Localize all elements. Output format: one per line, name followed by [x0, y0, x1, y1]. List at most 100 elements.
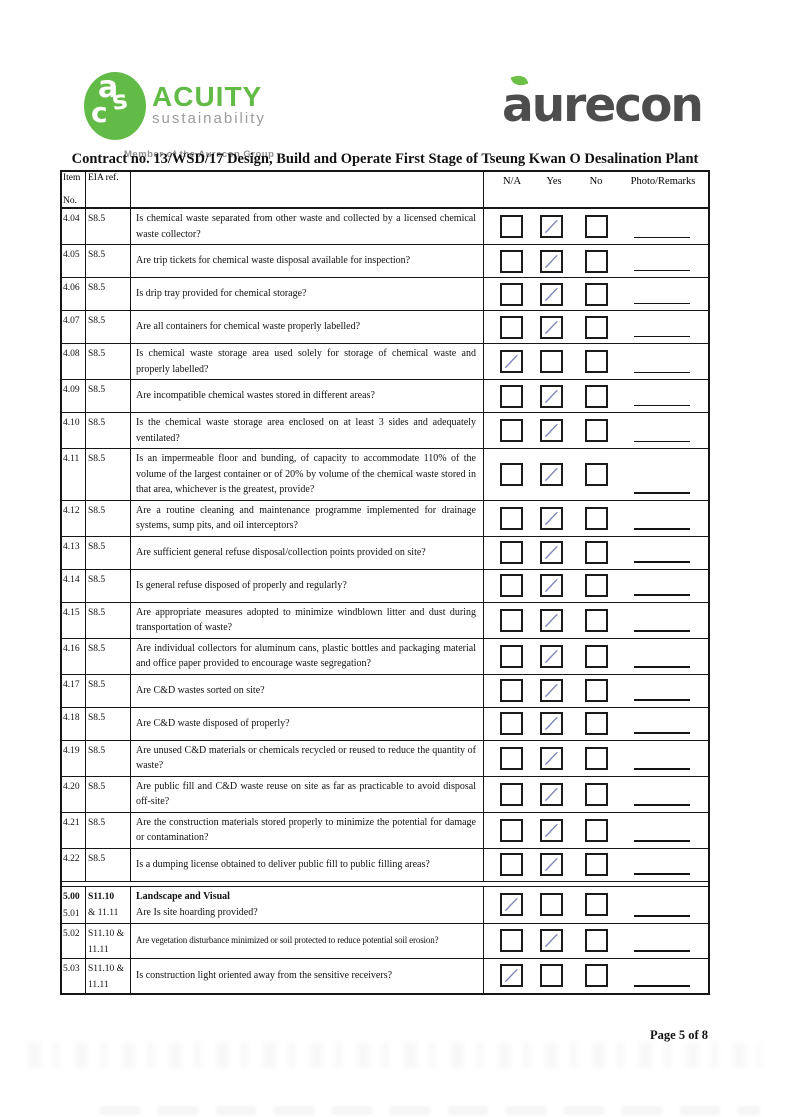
- no-checkbox[interactable]: [585, 964, 608, 987]
- item-no-cell: 4.19: [62, 740, 86, 776]
- remarks-line: [634, 666, 690, 668]
- yes-checkbox[interactable]: [540, 282, 563, 306]
- na-checkbox[interactable]: [500, 818, 523, 842]
- no-checkbox[interactable]: [585, 384, 608, 408]
- yes-checkbox[interactable]: [540, 462, 563, 486]
- na-checkbox[interactable]: [500, 929, 523, 952]
- no-checkbox[interactable]: [585, 929, 608, 952]
- no-checkbox[interactable]: [585, 574, 608, 597]
- no-checkbox[interactable]: [585, 315, 608, 339]
- na-checkbox[interactable]: [500, 249, 523, 273]
- no-checkbox[interactable]: [585, 541, 608, 564]
- na-checkbox[interactable]: [500, 419, 523, 442]
- yes-checkbox[interactable]: [540, 215, 563, 238]
- na-checkbox[interactable]: [500, 746, 523, 770]
- page-number: Page 5 of 8: [650, 1028, 708, 1042]
- yes-checkbox[interactable]: [540, 350, 563, 373]
- na-checkbox[interactable]: [500, 282, 523, 306]
- question-cell: Are incompatible chemical wastes stored …: [131, 380, 484, 412]
- answers-cell: [484, 449, 708, 500]
- tick-mark-icon: [545, 858, 558, 871]
- yes-checkbox[interactable]: [540, 679, 563, 702]
- answers-cell: [484, 887, 708, 923]
- remarks-line: [634, 915, 690, 917]
- question-text: Are appropriate measures adopted to mini…: [136, 606, 476, 634]
- na-checkbox[interactable]: [500, 712, 523, 735]
- yes-checkbox[interactable]: [540, 712, 563, 735]
- table-body: 4.04 S8.5 Is chemical waste separated fr…: [62, 209, 708, 993]
- tick-mark-icon: [545, 320, 558, 334]
- na-checkbox[interactable]: [500, 964, 523, 987]
- answers-cell: [484, 708, 708, 740]
- no-checkbox[interactable]: [585, 462, 608, 486]
- no-checkbox[interactable]: [585, 746, 608, 770]
- no-checkbox[interactable]: [585, 644, 608, 668]
- yes-checkbox[interactable]: [540, 574, 563, 597]
- yes-checkbox[interactable]: [540, 384, 563, 408]
- na-checkbox[interactable]: [500, 315, 523, 339]
- na-checkbox[interactable]: [500, 384, 523, 408]
- question-text: Are vegetation disturbance minimized or …: [136, 934, 439, 945]
- yes-checkbox[interactable]: [540, 893, 563, 916]
- no-checkbox[interactable]: [585, 249, 608, 273]
- na-checkbox[interactable]: [500, 782, 523, 806]
- question-text: Is chemical waste separated from other w…: [136, 213, 476, 240]
- question-text: Are individual collectors for aluminum c…: [136, 642, 476, 670]
- yes-checkbox[interactable]: [540, 419, 563, 442]
- table-row: 4.07 S8.5 Are all containers for chemica…: [62, 311, 708, 344]
- no-checkbox[interactable]: [585, 608, 608, 632]
- yes-checkbox[interactable]: [540, 818, 563, 842]
- eia-ref-cell: S8.5: [86, 500, 131, 536]
- item-no-cell: 5.02: [62, 923, 86, 958]
- na-checkbox[interactable]: [500, 215, 523, 238]
- no-checkbox[interactable]: [585, 853, 608, 876]
- no-checkbox[interactable]: [585, 215, 608, 238]
- no-checkbox[interactable]: [585, 419, 608, 442]
- yes-checkbox[interactable]: [540, 746, 563, 770]
- na-checkbox[interactable]: [500, 574, 523, 597]
- yes-checkbox[interactable]: [540, 249, 563, 273]
- tick-mark-icon: [545, 751, 558, 765]
- table-row: 5.00 5.01 S11.10 & 11.11 Landscape and V…: [62, 886, 708, 924]
- no-checkbox[interactable]: [585, 679, 608, 702]
- no-checkbox[interactable]: [585, 712, 608, 735]
- question-text: Are C&D wastes sorted on site?: [136, 684, 265, 696]
- answers-cell: [484, 675, 708, 707]
- yes-checkbox[interactable]: [540, 964, 563, 987]
- no-checkbox[interactable]: [585, 782, 608, 806]
- na-checkbox[interactable]: [500, 644, 523, 668]
- no-checkbox[interactable]: [585, 506, 608, 530]
- yes-checkbox[interactable]: [540, 853, 563, 876]
- question-cell: Are vegetation disturbance minimized or …: [131, 923, 484, 958]
- no-checkbox[interactable]: [585, 282, 608, 306]
- yes-checkbox[interactable]: [540, 929, 563, 952]
- na-checkbox[interactable]: [500, 679, 523, 702]
- yes-checkbox[interactable]: [540, 541, 563, 564]
- na-checkbox[interactable]: [500, 853, 523, 876]
- answers-cell: [484, 278, 708, 310]
- yes-checkbox[interactable]: [540, 506, 563, 530]
- na-checkbox[interactable]: [500, 506, 523, 530]
- yes-checkbox[interactable]: [540, 315, 563, 339]
- no-checkbox[interactable]: [585, 350, 608, 373]
- yes-checkbox[interactable]: [540, 644, 563, 668]
- table-header-row: Item No. EIA ref. N/A Yes No Photo/Remar…: [62, 172, 708, 209]
- na-checkbox[interactable]: [500, 350, 523, 373]
- yes-checkbox[interactable]: [540, 782, 563, 806]
- answers-cell: [484, 603, 708, 638]
- na-checkbox[interactable]: [500, 541, 523, 564]
- eia-ref-cell: S11.10 & 11.11: [86, 886, 131, 923]
- na-checkbox[interactable]: [500, 893, 523, 916]
- no-checkbox[interactable]: [585, 893, 608, 916]
- item-no-cell: 4.13: [62, 536, 86, 569]
- question-cell: Is construction light oriented away from…: [131, 958, 484, 993]
- na-checkbox[interactable]: [500, 608, 523, 632]
- yes-checkbox[interactable]: [540, 608, 563, 632]
- item-no-cell: 5.00 5.01: [62, 886, 86, 923]
- no-checkbox[interactable]: [585, 818, 608, 842]
- question-cell: Are sufficient general refuse disposal/c…: [131, 536, 484, 569]
- table-row: 4.18 S8.5 Are C&D waste disposed of prop…: [62, 707, 708, 741]
- tick-mark-icon: [545, 546, 558, 559]
- na-checkbox[interactable]: [500, 462, 523, 486]
